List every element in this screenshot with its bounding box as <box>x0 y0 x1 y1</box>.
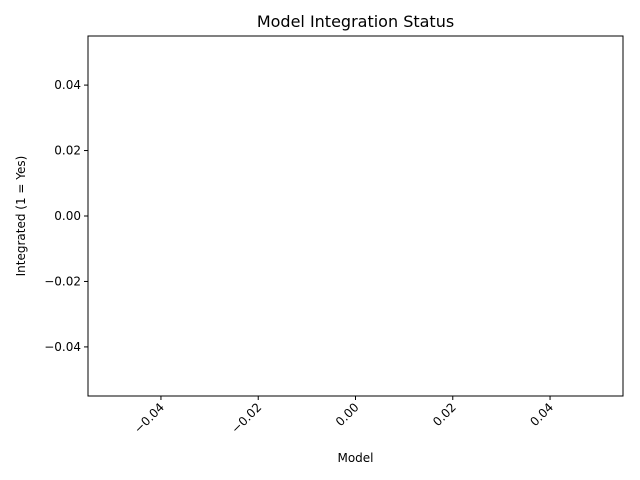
y-tick-label: −0.02 <box>44 274 81 288</box>
x-tick-label: −0.04 <box>131 400 167 436</box>
x-tick-label: 0.02 <box>430 400 459 429</box>
x-axis: −0.04 −0.02 0.00 0.02 0.04 <box>131 396 556 436</box>
x-axis-label: Model <box>337 451 373 465</box>
x-tick-label: −0.02 <box>228 400 264 436</box>
y-tick-label: 0.00 <box>54 209 81 223</box>
y-axis: −0.04 −0.02 0.00 0.02 0.04 <box>44 78 88 354</box>
plot-area-frame <box>87 35 624 397</box>
y-axis-label: Integrated (1 = Yes) <box>14 156 28 277</box>
x-tick-label: 0.00 <box>333 400 362 429</box>
y-tick-label: 0.02 <box>54 144 81 158</box>
y-tick-label: 0.04 <box>54 78 81 92</box>
y-tick-label: −0.04 <box>44 340 81 354</box>
x-tick-label: 0.04 <box>527 400 556 429</box>
chart-title: Model Integration Status <box>257 12 454 31</box>
